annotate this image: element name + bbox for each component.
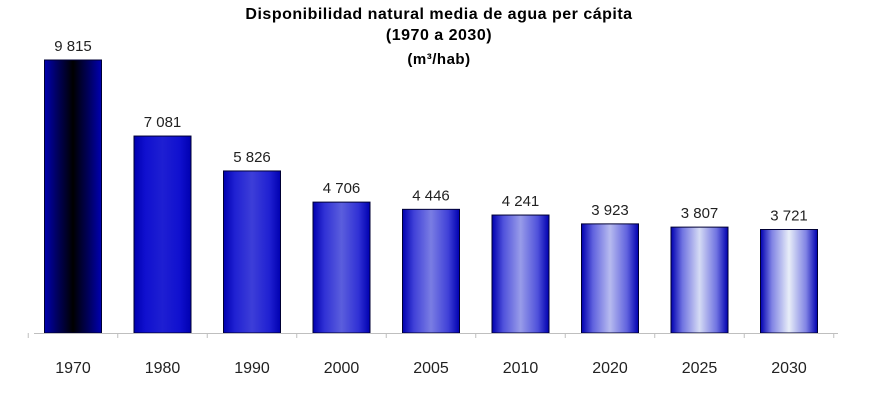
bar-2030 [760, 229, 818, 334]
x-tick-label-2010: 2010 [503, 360, 539, 377]
bar-2000 [312, 201, 371, 334]
value-label-2010: 4 241 [502, 193, 540, 210]
bar-1980 [133, 135, 192, 334]
x-tick-label-2025: 2025 [682, 360, 718, 377]
value-label-1970: 9 815 [54, 38, 92, 55]
x-tick-label-2020: 2020 [592, 360, 628, 377]
chart-unit: (m³/hab) [407, 51, 471, 68]
value-label-1980: 7 081 [144, 114, 182, 131]
bar-1970 [44, 59, 102, 334]
x-tick-label-2000: 2000 [324, 360, 360, 377]
value-label-2025: 3 807 [681, 205, 719, 222]
x-tick-label-1980: 1980 [145, 360, 181, 377]
chart-subtitle: (1970 a 2030) [385, 27, 493, 44]
value-label-2020: 3 923 [591, 202, 629, 219]
bar-2020 [581, 223, 639, 334]
chart-title: Disponibilidad natural media de agua per… [245, 6, 633, 23]
x-tick-label-1970: 1970 [55, 360, 91, 377]
x-tick-label-1990: 1990 [234, 360, 270, 377]
value-label-1990: 5 826 [233, 149, 271, 166]
value-label-2000: 4 706 [323, 180, 361, 197]
bar-1990 [223, 170, 281, 334]
bar-2010 [491, 214, 550, 334]
value-label-2005: 4 446 [412, 187, 450, 204]
bar-2025 [670, 226, 729, 334]
value-label-2030: 3 721 [770, 208, 808, 225]
x-tick-label-2005: 2005 [413, 360, 449, 377]
bar-2005 [402, 208, 460, 334]
x-tick-label-2030: 2030 [771, 360, 807, 377]
